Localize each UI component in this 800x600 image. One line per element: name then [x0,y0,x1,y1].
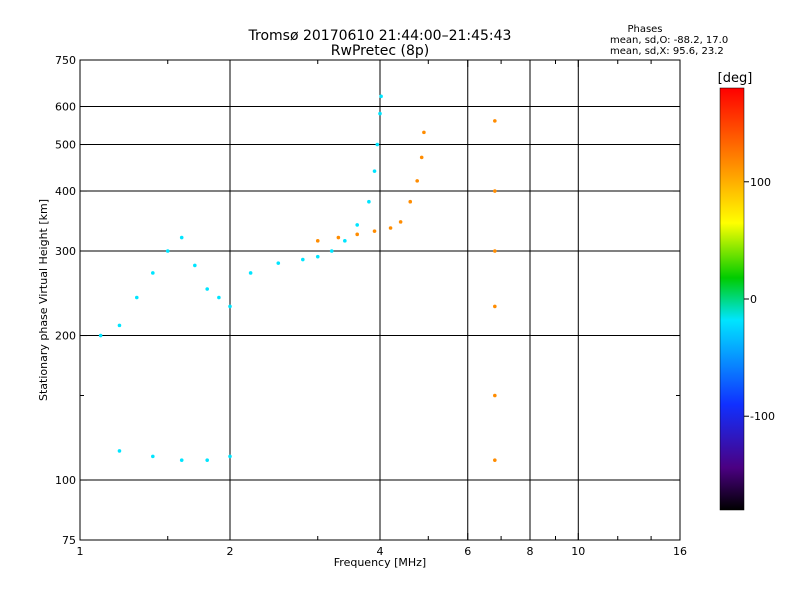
data-point [408,199,413,204]
data-point [388,226,393,230]
colorbar-label: [deg] [718,71,753,86]
phases-title: Phases [627,24,662,35]
y-tick-label: 750 [55,54,76,67]
axes: 1 2 4 6 8 10 16 75 100 200 300 400 500 600 750 [55,54,687,558]
y-tick-label: 400 [55,185,76,198]
data-point [193,263,197,268]
x-tick-label: 10 [571,545,585,558]
data-point [117,323,122,328]
data-point [372,229,377,233]
data-point [375,142,380,147]
y-axis-label: Stationary phase Virtual Height [km] [37,199,50,401]
y-tick-label: 75 [62,534,76,547]
y-tick-label: 100 [55,474,76,487]
data-point [372,169,377,173]
data-point [493,304,497,309]
y-tick-label: 300 [55,245,76,258]
colorbar-tick-label: 0 [750,293,757,306]
data-point [398,220,403,224]
colorbar-tick-label: -100 [750,410,775,423]
data-point [217,295,221,300]
data-point [98,333,103,338]
x-tick-label: 8 [527,545,534,558]
y-tick-label: 500 [55,139,76,152]
colorbar-tick-label: 100 [750,176,771,189]
data-point [134,295,139,300]
data-point [151,271,155,275]
data-point [329,249,334,253]
data-point [415,179,419,183]
data-point [379,94,383,99]
data-point [228,454,232,459]
y-tick-label: 600 [55,101,76,114]
data-point [205,458,209,462]
data-point [419,155,424,160]
x-tick-label: 16 [673,545,687,558]
data-point [493,119,497,123]
data-point [301,257,305,262]
x-axis-label: Frequency [MHz] [334,556,426,569]
data-point [315,254,320,259]
data-point [343,239,347,243]
grid-lines [80,60,680,540]
data-point [165,249,170,253]
data-point [117,449,122,453]
x-tick-label: 2 [227,545,234,558]
data-point [493,249,497,253]
y-tick-label: 200 [55,330,76,343]
colorbar-ticks: 100 0 -100 [744,176,775,423]
data-point [355,232,359,237]
data-point [205,287,209,291]
data-points [98,94,497,462]
data-point [179,235,184,240]
x-tick-label: 4 [377,545,384,558]
data-point [248,271,253,275]
x-tick-label: 6 [464,545,471,558]
data-point [276,261,281,265]
data-point [422,130,426,135]
data-point [378,111,382,116]
data-point [355,223,359,227]
colorbar [719,87,745,511]
data-point [228,304,232,309]
data-point [367,199,371,204]
data-point [493,458,497,462]
data-point [179,458,184,462]
data-point [493,189,497,193]
x-tick-label: 1 [77,545,84,558]
phases-line-x: mean, sd,X: 95.6, 23.2 [610,46,724,57]
data-point [493,393,497,398]
data-point [315,239,320,243]
chart-title: Tromsø 20170610 21:44:00–21:45:43 [248,28,512,44]
data-point [151,454,155,459]
chart-subtitle: RwPretec (8p) [331,43,429,59]
data-point [336,235,341,240]
phases-line-o: mean, sd,O: -88.2, 17.0 [610,35,728,46]
